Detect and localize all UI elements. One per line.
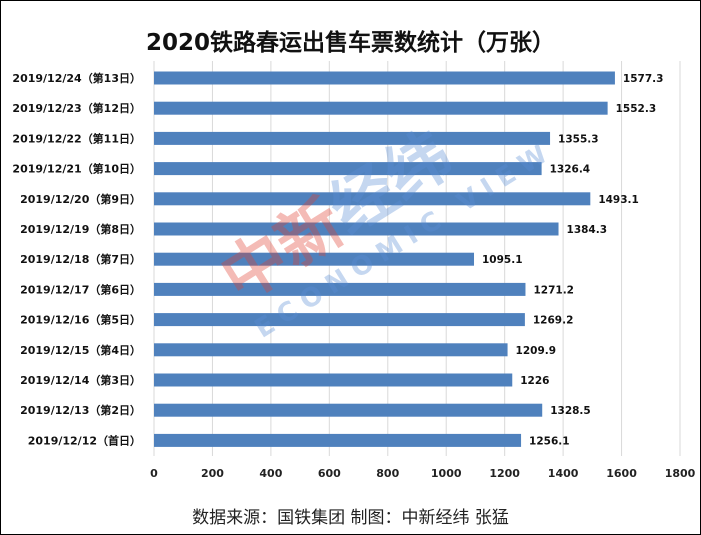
x-tick-label: 1800 [665, 467, 696, 480]
data-label: 1493.1 [598, 194, 639, 206]
x-tick-label: 1000 [431, 467, 462, 480]
y-tick-label: 2019/12/20（第9日） [20, 192, 141, 206]
y-tick-label: 2019/12/14（第3日） [20, 373, 141, 387]
data-label: 1552.3 [616, 103, 657, 115]
data-label: 1384.3 [567, 224, 608, 236]
x-tick-label: 1200 [489, 467, 520, 480]
bar [154, 282, 526, 296]
x-tick-label: 1400 [548, 467, 579, 480]
y-tick-label: 2019/12/24（第13日） [12, 71, 141, 85]
chart-title: 2020铁路春运出售车票数统计（万张） [145, 30, 555, 56]
y-tick-label: 2019/12/23（第12日） [12, 101, 141, 115]
bar [154, 162, 542, 176]
x-tick-label: 0 [150, 467, 158, 480]
y-tick-label: 2019/12/22（第11日） [12, 131, 141, 145]
source-note: 数据来源：国铁集团 制图：中新经纬 张猛 [192, 508, 509, 528]
data-label: 1577.3 [623, 73, 664, 85]
y-tick-label: 2019/12/21（第10日） [12, 162, 141, 176]
y-tick-label: 2019/12/19（第8日） [20, 222, 141, 236]
data-label: 1095.1 [482, 254, 523, 266]
y-tick-label: 2019/12/18（第7日） [20, 252, 141, 266]
data-label: 1328.5 [550, 405, 591, 417]
x-tick-label: 200 [201, 467, 224, 480]
bar [154, 71, 615, 85]
y-tick-label: 2019/12/16（第5日） [20, 313, 141, 327]
bar [154, 433, 522, 447]
y-tick-label: 2019/12/15（第4日） [20, 343, 141, 357]
x-tick-label: 1600 [606, 467, 637, 480]
data-label: 1209.9 [516, 345, 557, 357]
bar [154, 131, 551, 145]
data-label: 1256.1 [529, 435, 570, 447]
data-label: 1269.2 [533, 315, 574, 327]
bar [154, 192, 591, 206]
data-label: 1226 [520, 375, 549, 387]
bar [154, 403, 543, 417]
x-tick-label: 800 [376, 467, 399, 480]
x-tick-label: 400 [259, 467, 282, 480]
bar [154, 222, 559, 236]
data-label: 1271.2 [533, 284, 574, 296]
bar [154, 252, 475, 266]
bar [154, 373, 513, 387]
bar [154, 343, 508, 357]
y-tick-label: 2019/12/13（第2日） [20, 403, 141, 417]
x-tick-label: 600 [318, 467, 341, 480]
bar [154, 313, 525, 327]
y-tick-label: 2019/12/12（首日） [28, 433, 141, 447]
bar [154, 101, 608, 115]
data-label: 1326.4 [550, 164, 591, 176]
y-tick-label: 2019/12/17（第6日） [20, 282, 141, 296]
data-label: 1355.3 [558, 133, 599, 145]
